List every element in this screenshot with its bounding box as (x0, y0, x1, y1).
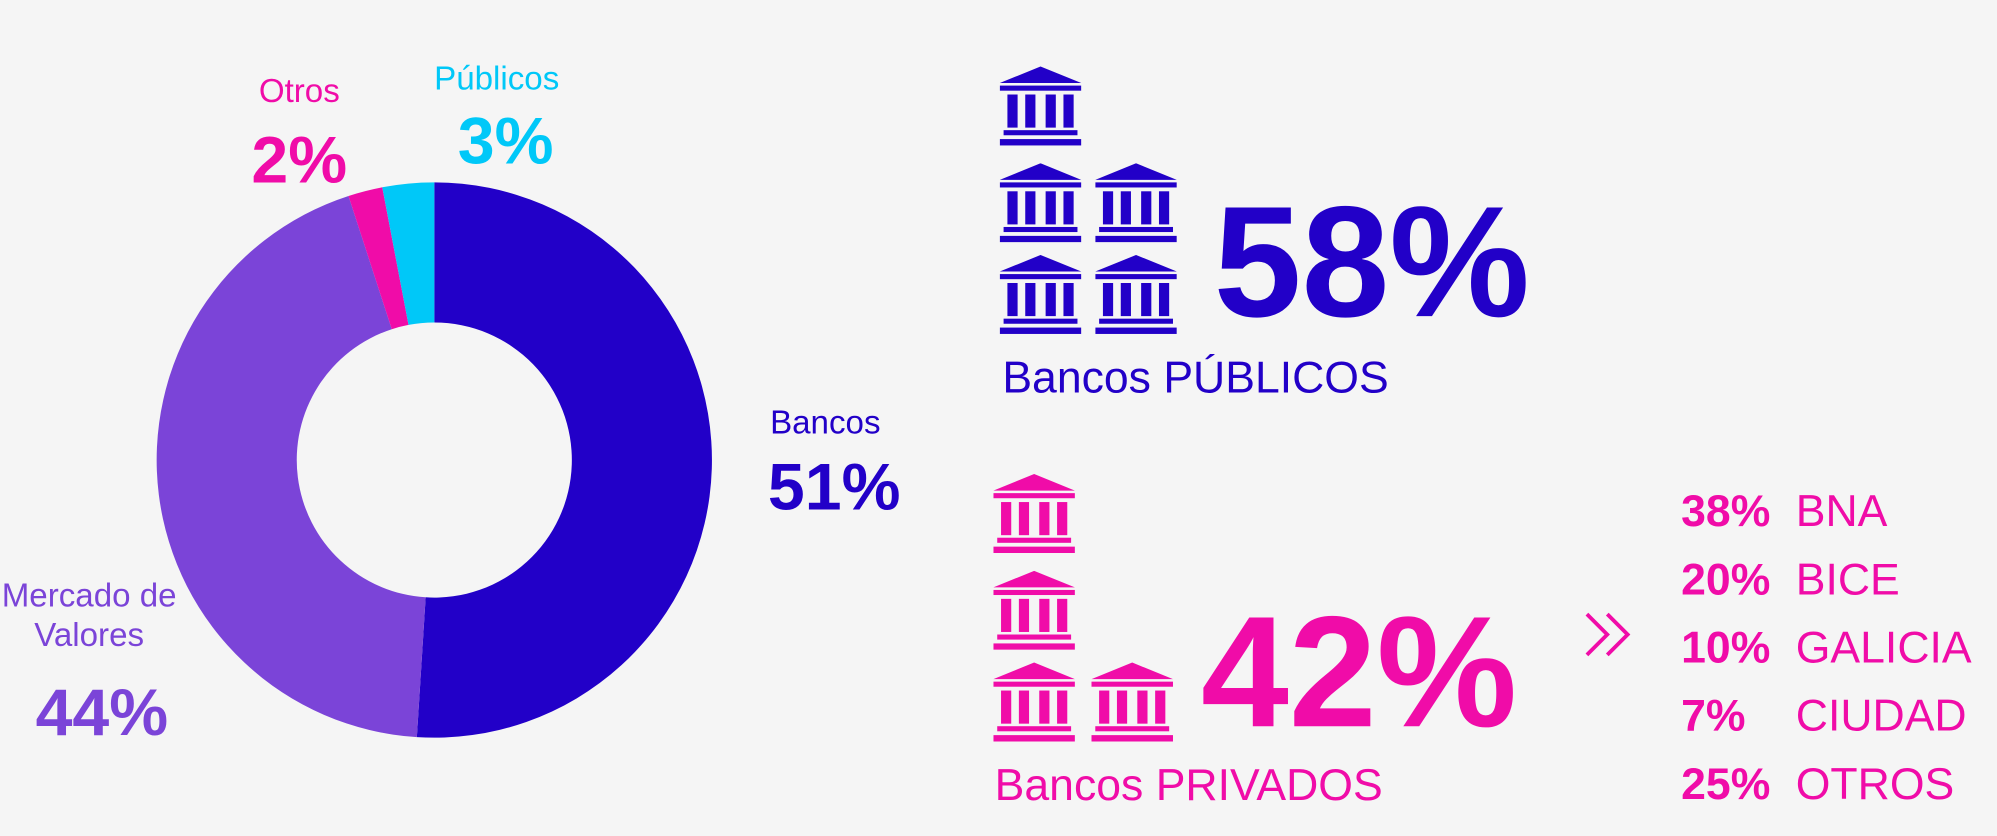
slice-name: Públicos (434, 60, 559, 97)
slice-value: 51% (768, 451, 901, 525)
donut-slice (348, 187, 409, 330)
slice-name: Mercado de Valores (1, 575, 177, 654)
chevron (1585, 612, 1610, 657)
breakdown-share: 10% (1681, 624, 1770, 673)
private-label: Bancos PRIVADOS (995, 761, 1383, 810)
public-share: 58% (1214, 174, 1530, 350)
breakdown-share: 7% (1681, 692, 1745, 741)
slice-value: 3% (458, 104, 554, 178)
breakdown-share: 38% (1681, 487, 1770, 536)
slice-name: Otros (259, 73, 340, 110)
slice-name: Bancos (770, 404, 880, 441)
slice-name-box: Mercado de Valores (1, 575, 177, 654)
donut-slice (156, 195, 426, 738)
breakdown-name: BICE (1796, 555, 1900, 604)
donut-slice (382, 182, 435, 325)
slice-value: 2% (251, 123, 347, 197)
breakdown-name: GALICIA (1796, 624, 1972, 673)
breakdown-name: CIUDAD (1796, 692, 1967, 741)
slice-value: 44% (36, 676, 169, 750)
public-label: Bancos PÚBLICOS (1002, 354, 1388, 403)
donut-slice (416, 182, 712, 738)
breakdown-name: OTROS (1796, 760, 1954, 809)
breakdown-share: 25% (1681, 760, 1770, 809)
chevron (1605, 612, 1631, 657)
breakdown-share: 20% (1681, 555, 1770, 604)
breakdown-name: BNA (1796, 487, 1888, 536)
private-share: 42% (1201, 584, 1517, 760)
